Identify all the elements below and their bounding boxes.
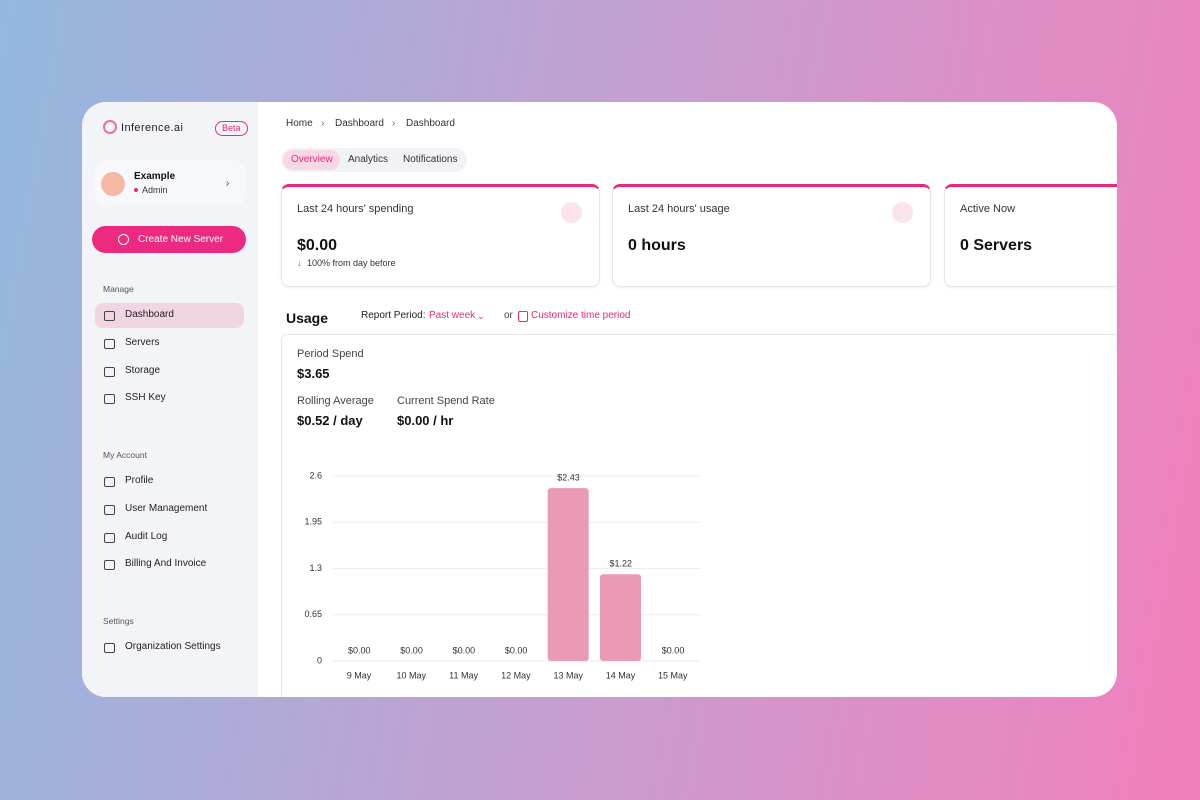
nav-item[interactable]: Dashboard: [125, 309, 174, 320]
card-title: Last 24 hours' spending: [297, 203, 414, 215]
nav-item[interactable]: Organization Settings: [125, 641, 221, 652]
nav-icon: [104, 311, 115, 321]
breadcrumb-sep: ›: [321, 118, 325, 129]
x-tick-label: 12 May: [501, 670, 531, 680]
x-tick-label: 11 May: [449, 670, 478, 680]
nav-icon: [104, 560, 115, 571]
nav-icon: [104, 504, 115, 515]
bar: [600, 574, 641, 661]
card-value: 0 hours: [628, 237, 686, 254]
usage-title: Usage: [286, 310, 329, 326]
period-chevron: ⌄: [477, 311, 485, 321]
period-select[interactable]: Past week: [429, 310, 476, 321]
value-label: $0.00: [505, 645, 528, 655]
nav-item[interactable]: Profile: [125, 475, 154, 486]
nav-item[interactable]: Billing And Invoice: [125, 558, 207, 570]
nav-section: Settings: [103, 616, 134, 626]
card-title: Active Now: [960, 203, 1016, 215]
create-label: Create New Server: [138, 234, 224, 245]
nav-active: [95, 303, 244, 328]
breadcrumb-sep: ›: [392, 118, 396, 129]
card-icon: [892, 202, 913, 223]
stat-label: Period Spend: [297, 348, 364, 360]
y-tick-label: 0.65: [304, 609, 322, 619]
nav-item[interactable]: SSH Key: [125, 392, 166, 404]
nav-icon: [104, 394, 115, 405]
card-change: 100% from day before: [307, 258, 396, 268]
card-title: Last 24 hours' usage: [628, 203, 730, 215]
value-label: $0.00: [348, 645, 371, 655]
beta-badge: Beta: [215, 121, 248, 136]
value-label: $2.43: [557, 472, 580, 482]
card-value: 0 Servers: [960, 237, 1033, 254]
tab[interactable]: Overview: [291, 154, 333, 165]
calendar-icon: [518, 311, 528, 322]
user-role: Admin: [142, 185, 168, 195]
usage-panel: [281, 334, 1117, 697]
breadcrumb: Dashboard: [406, 118, 455, 129]
create-button[interactable]: [92, 226, 246, 253]
chevron: ›: [226, 178, 230, 189]
avatar: [101, 172, 125, 196]
breadcrumb[interactable]: Dashboard: [335, 118, 384, 129]
app-window: Inference.ai Beta Example Admin › Create New …: [82, 102, 1117, 697]
nav-icon: [104, 643, 115, 653]
stat-value: $3.65: [297, 366, 330, 381]
nav-item[interactable]: Storage: [125, 364, 161, 376]
chart: 0 0.65 1.3 1.95 2.6 9 May $0.00 10 May $0.00 11 M…: [304, 470, 700, 680]
tab[interactable]: Analytics: [348, 154, 389, 165]
stat-card: [944, 184, 1117, 287]
stat-label: Current Spend Rate: [397, 395, 495, 407]
x-tick-label: 9 May: [347, 670, 372, 680]
stat-value: $0.52 / day: [297, 413, 363, 428]
nav-icon: [104, 532, 115, 543]
nav-item[interactable]: Audit Log: [125, 530, 168, 542]
plus-icon: [118, 234, 129, 245]
value-label: $0.00: [453, 645, 476, 655]
nav-item[interactable]: User Management: [125, 502, 208, 514]
x-tick-label: 15 May: [658, 670, 688, 680]
card-value: $0.00: [297, 237, 338, 254]
value-label: $0.00: [400, 645, 423, 655]
bar: [547, 488, 589, 661]
user-name: Example: [134, 171, 176, 182]
stat-value: $0.00 / hr: [397, 413, 454, 428]
x-tick-label: 10 May: [397, 670, 427, 680]
breadcrumb[interactable]: Home: [286, 118, 313, 129]
nav-icon: [104, 338, 115, 349]
card-icon: [561, 202, 582, 223]
change-arrow: ↓: [297, 258, 302, 268]
y-tick-label: 1.3: [309, 563, 322, 573]
logo-icon: [103, 120, 117, 134]
y-tick-label: 2.6: [309, 470, 322, 480]
nav-section: My Account: [103, 450, 147, 460]
stat-label: Rolling Average: [297, 395, 374, 407]
nav-icon: [104, 477, 115, 487]
nav-item[interactable]: Servers: [125, 336, 160, 348]
stat-card: [281, 184, 600, 287]
x-tick-label: 14 May: [606, 670, 636, 680]
tab[interactable]: Notifications: [403, 154, 458, 165]
x-tick-label: 13 May: [553, 670, 583, 680]
value-label: $1.22: [610, 559, 633, 569]
or-label: or: [504, 310, 513, 321]
y-tick-label: 0: [317, 655, 322, 665]
y-tick-label: 1.95: [304, 517, 322, 527]
tab-active: [283, 150, 340, 170]
stat-card: [612, 184, 931, 287]
brand-name: Inference.ai: [121, 122, 184, 134]
nav-icon: [104, 366, 115, 377]
period-label: Report Period:: [361, 310, 426, 321]
customize-link[interactable]: Customize time period: [531, 310, 631, 321]
nav-section: Manage: [103, 284, 134, 294]
status-dot: [134, 188, 138, 192]
value-label: $0.00: [662, 645, 685, 655]
